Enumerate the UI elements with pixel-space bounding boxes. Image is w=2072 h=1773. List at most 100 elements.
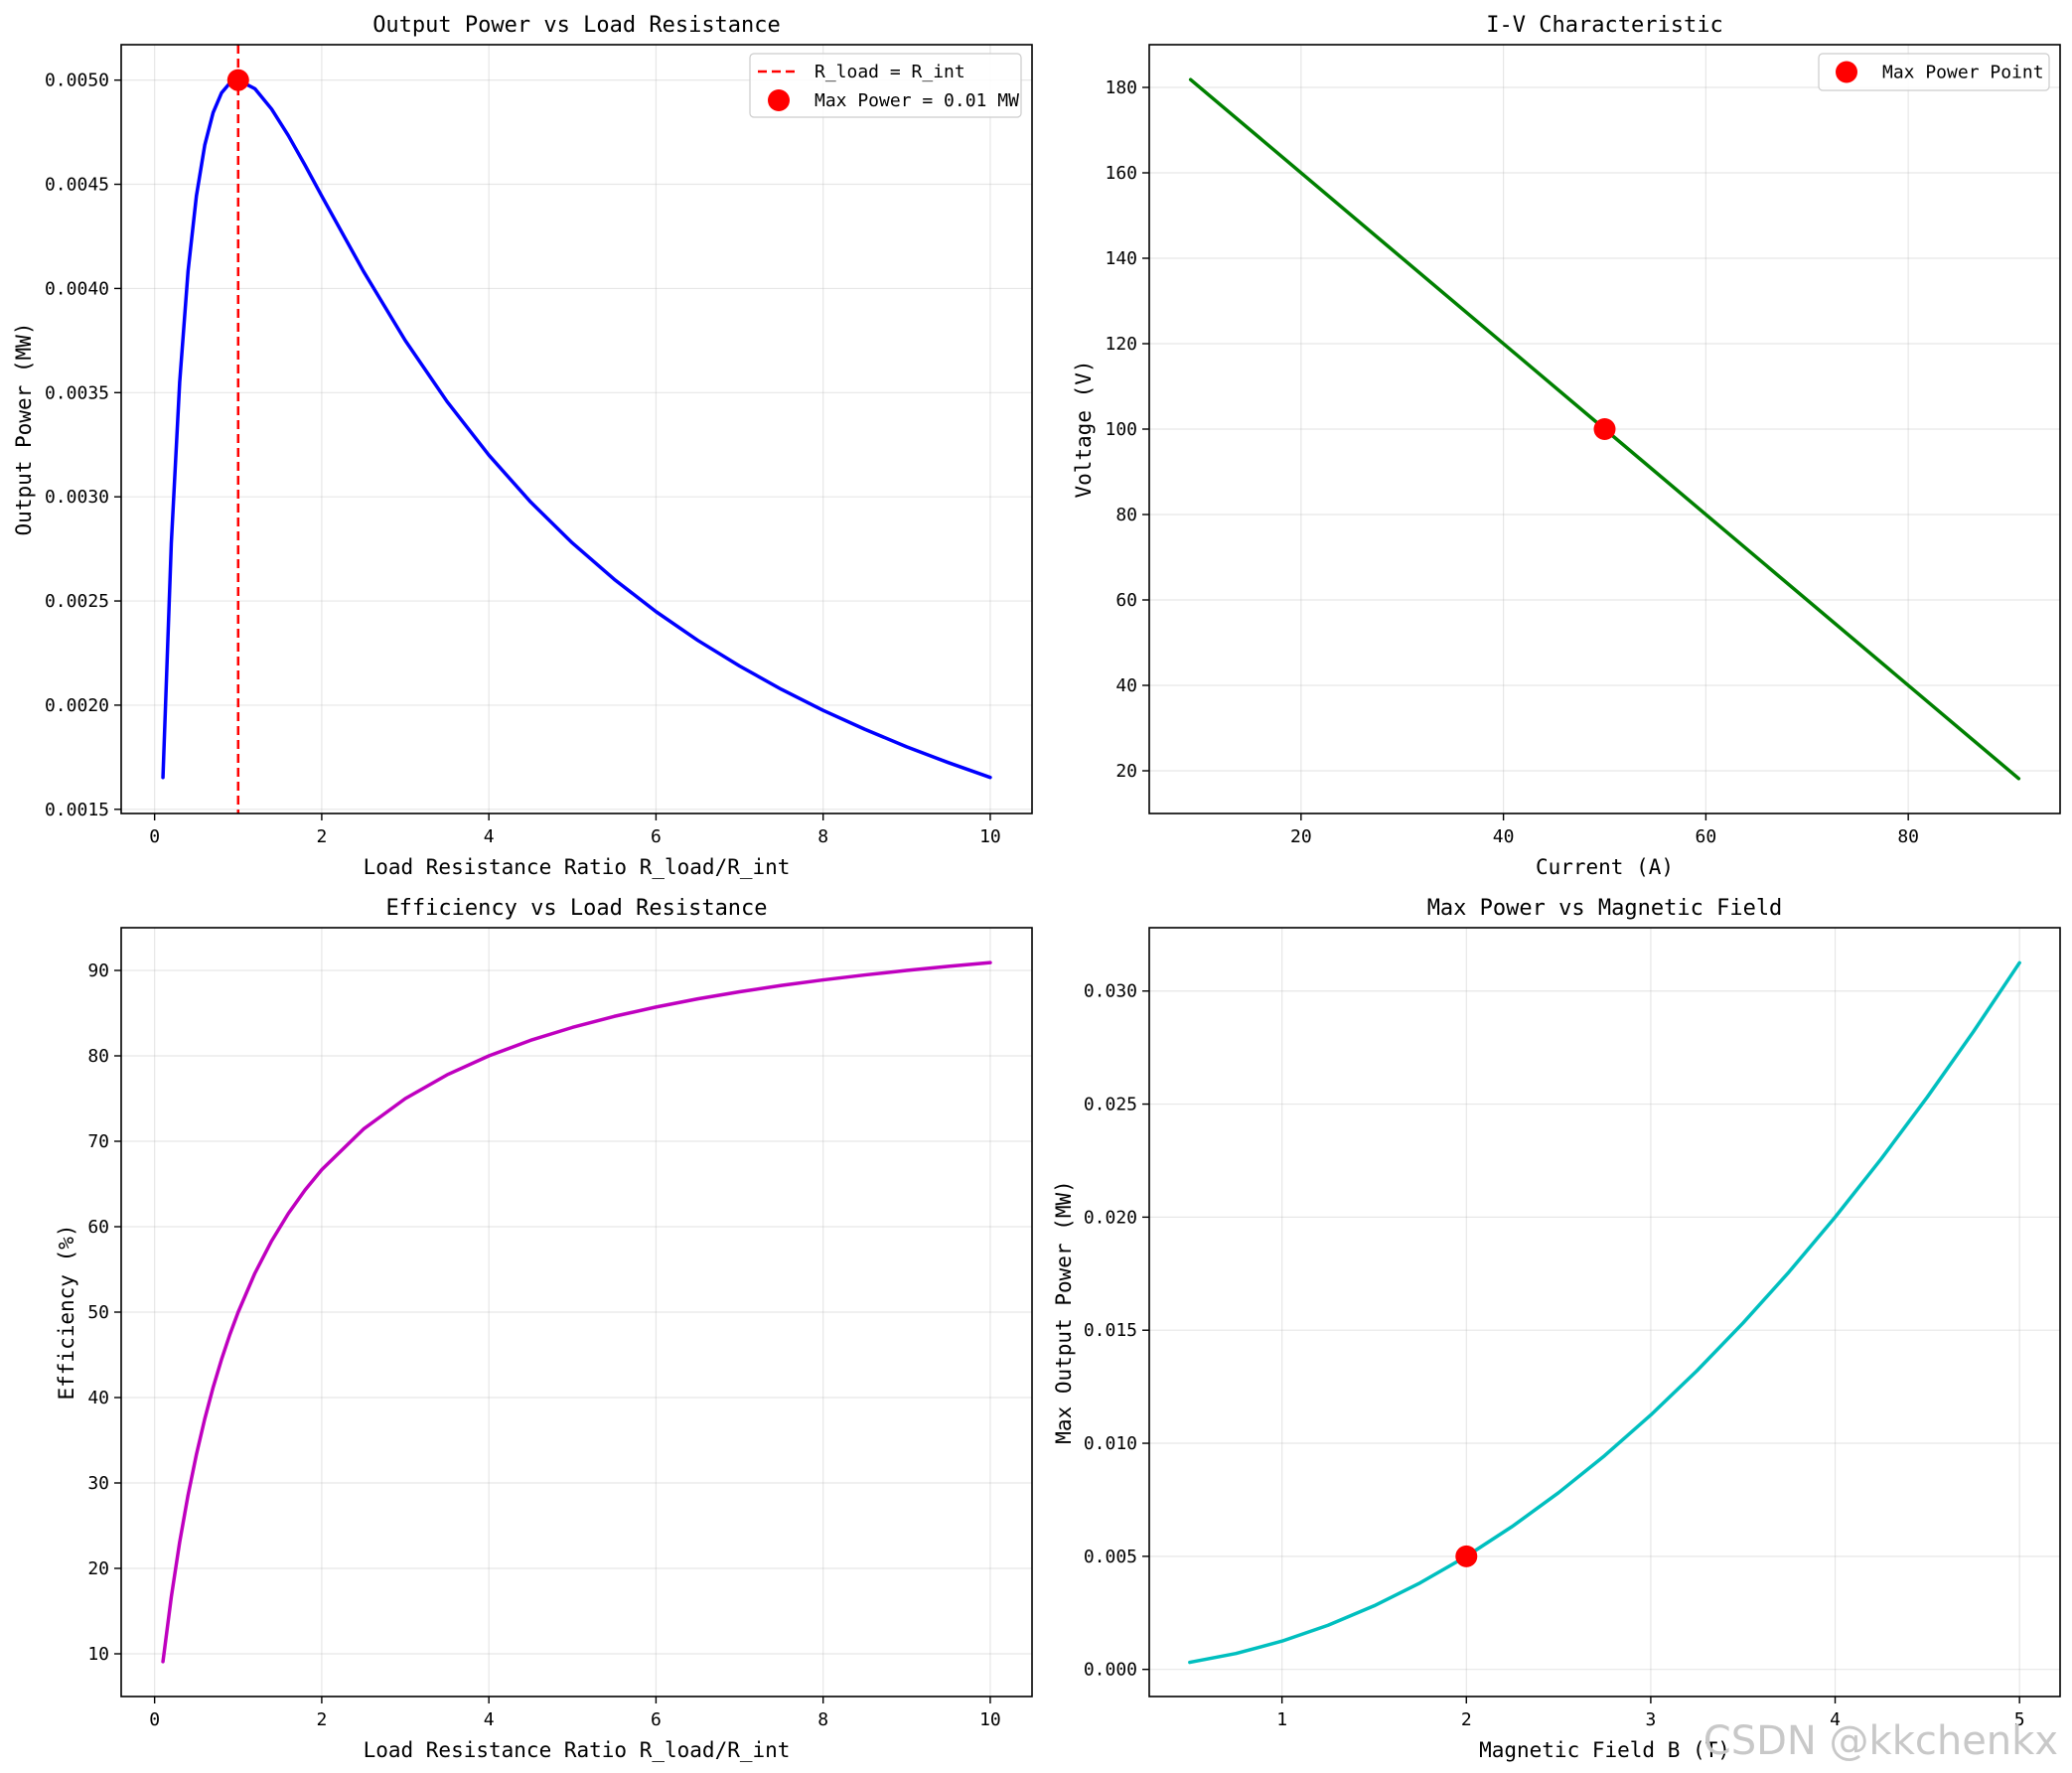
efficiency-ylabel: Efficiency (%) (55, 1224, 78, 1400)
output-power-ticks: 0 2 4 6 8 10 0.0015 0.0020 0.0025 0.0030 0.0035 0.0… (45, 71, 1001, 847)
output-power-ytick-label: 0.0045 (45, 175, 109, 196)
iv-ytick-label: 140 (1105, 248, 1137, 269)
efficiency-ytick-label: 20 (87, 1558, 109, 1579)
legend-max-power-label: Max Power = 0.01 MW (814, 90, 1019, 111)
efficiency-ytick-label: 10 (87, 1644, 109, 1665)
output-power-series (161, 45, 992, 813)
magnetic-field-xtick-label: 2 (1461, 1709, 1472, 1730)
efficiency-xtick-label: 0 (149, 1709, 160, 1730)
iv-xtick-label: 40 (1493, 826, 1515, 847)
magnetic-field-axes-frame (1148, 927, 2061, 1698)
output-power-ytick-label: 0.0025 (45, 591, 109, 612)
iv-grid (1149, 45, 2060, 813)
efficiency-xtick-label: 6 (651, 1709, 662, 1730)
iv-ticks: 20 40 60 80 20 40 60 80 100 120 140 160 180 (1105, 77, 1919, 847)
output-power-max-point-marker (226, 69, 249, 91)
iv-ytick-label: 60 (1115, 590, 1137, 611)
efficiency-xtick-label: 2 (316, 1709, 327, 1730)
magnetic-field-ytick-label: 0.015 (1084, 1320, 1137, 1341)
output-power-ytick-label: 0.0035 (45, 382, 109, 403)
output-power-ylabel: Output Power (MW) (12, 323, 36, 536)
iv-ytick-label: 100 (1105, 419, 1137, 440)
magnetic-field-ytick-label: 0.020 (1084, 1207, 1137, 1228)
iv-ytick-label: 160 (1105, 163, 1137, 184)
legend-max-power-swatch (768, 89, 790, 111)
magnetic-field-grid (1149, 928, 2060, 1697)
efficiency-grid (121, 928, 1032, 1697)
magnetic-field-ytick-label: 0.005 (1084, 1547, 1137, 1567)
output-power-ytick-label: 0.0020 (45, 695, 109, 716)
output-power-panel: 0 2 4 6 8 10 0.0015 0.0020 0.0025 0.0030 0.0035 0.0… (12, 13, 1033, 879)
efficiency-title: Efficiency vs Load Resistance (385, 896, 767, 921)
efficiency-series (161, 960, 992, 1664)
efficiency-xtick-label: 4 (484, 1709, 495, 1730)
watermark: CSDN @kkchenkx (1703, 1718, 2058, 1764)
efficiency-xtick-label: 8 (817, 1709, 828, 1730)
efficiency-panel: 0 2 4 6 8 10 10 20 30 40 50 60 70 80 90 Efficiency vs … (55, 896, 1033, 1762)
output-power-ytick-label: 0.0050 (45, 71, 109, 91)
magnetic-field-ticks: 1 2 3 4 5 0.000 0.005 0.010 0.015 0.020 0.025 0.030 (1084, 981, 2025, 1730)
iv-xtick-label: 20 (1290, 826, 1312, 847)
output-power-axes-frame (120, 44, 1033, 814)
iv-xtick-label: 60 (1696, 826, 1717, 847)
output-power-ytick-label: 0.0040 (45, 278, 109, 299)
magnetic-field-xtick-label: 3 (1645, 1709, 1656, 1730)
output-power-xtick-label: 6 (651, 826, 662, 847)
iv-characteristic-panel: 20 40 60 80 20 40 60 80 100 120 140 160 180 I-V Char… (1072, 13, 2061, 879)
iv-ytick-label: 40 (1115, 675, 1137, 696)
legend-max-power-point-swatch (1836, 61, 1857, 83)
output-power-legend-box (749, 53, 1022, 118)
magnetic-field-panel: 1 2 3 4 5 0.000 0.005 0.010 0.015 0.020 0.025 0.030… (1052, 896, 2061, 1762)
legend-max-power-point-label: Max Power Point (1882, 63, 2044, 83)
iv-legend: Max Power Point (1818, 53, 2050, 91)
output-power-xtick-label: 2 (316, 826, 327, 847)
magnetic-field-ytick-label: 0.010 (1084, 1433, 1137, 1454)
efficiency-ytick-label: 80 (87, 1046, 109, 1067)
iv-series (1188, 77, 2021, 781)
iv-title: I-V Characteristic (1486, 13, 1722, 38)
efficiency-ytick-label: 60 (87, 1217, 109, 1238)
efficiency-ytick-label: 90 (87, 960, 109, 981)
output-power-xlabel: Load Resistance Ratio R_load/R_int (364, 855, 791, 879)
iv-xlabel: Current (A) (1536, 855, 1674, 879)
magnetic-field-series-line (1188, 960, 2021, 1665)
iv-max-point-marker (1593, 418, 1616, 440)
iv-ytick-label: 180 (1105, 77, 1137, 98)
magnetic-field-xtick-label: 5 (2014, 1709, 2025, 1730)
efficiency-ytick-label: 30 (87, 1473, 109, 1494)
magnetic-field-max-point-marker (1455, 1545, 1478, 1567)
iv-ytick-label: 80 (1115, 505, 1137, 525)
efficiency-ytick-label: 70 (87, 1131, 109, 1152)
iv-ytick-label: 120 (1105, 334, 1137, 355)
magnetic-field-ytick-label: 0.030 (1084, 981, 1137, 1002)
efficiency-xlabel: Load Resistance Ratio R_load/R_int (364, 1738, 791, 1762)
output-power-title: Output Power vs Load Resistance (372, 13, 781, 38)
output-power-xtick-label: 0 (149, 826, 160, 847)
magnetic-field-title: Max Power vs Magnetic Field (1427, 896, 1783, 921)
output-power-xtick-label: 4 (484, 826, 495, 847)
efficiency-ytick-label: 40 (87, 1388, 109, 1408)
output-power-ytick-label: 0.0015 (45, 800, 109, 820)
output-power-legend: R_load = R_int Max Power = 0.01 MW (749, 53, 1022, 118)
output-power-xtick-label: 10 (979, 826, 1001, 847)
iv-ylabel: Voltage (V) (1072, 360, 1096, 498)
efficiency-ytick-label: 50 (87, 1302, 109, 1323)
magnetic-field-xlabel: Magnetic Field B (T) (1479, 1738, 1730, 1762)
magnetic-field-ytick-label: 0.000 (1084, 1660, 1137, 1681)
magnetic-field-series (1188, 960, 2021, 1665)
legend-vline-label: R_load = R_int (814, 62, 965, 82)
iv-legend-box (1818, 53, 2050, 91)
magnetic-field-ytick-label: 0.025 (1084, 1095, 1137, 1115)
efficiency-series-line (161, 960, 992, 1664)
iv-xtick-label: 80 (1897, 826, 1919, 847)
output-power-series-line (161, 77, 992, 780)
output-power-xtick-label: 8 (817, 826, 828, 847)
efficiency-ticks: 0 2 4 6 8 10 10 20 30 40 50 60 70 80 90 (87, 960, 1000, 1730)
magnetic-field-ylabel: Max Output Power (MW) (1052, 1180, 1076, 1444)
efficiency-xtick-label: 10 (979, 1709, 1001, 1730)
output-power-ytick-label: 0.0030 (45, 487, 109, 508)
magnetic-field-xtick-label: 1 (1276, 1709, 1287, 1730)
iv-ytick-label: 20 (1115, 761, 1137, 782)
